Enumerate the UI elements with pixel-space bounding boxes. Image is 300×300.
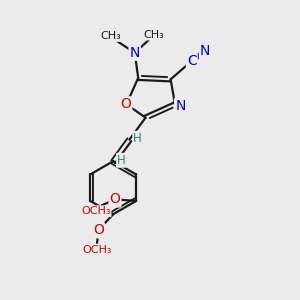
Text: H: H	[117, 154, 126, 167]
Text: H: H	[133, 132, 142, 145]
Text: C: C	[187, 54, 197, 68]
Text: OCH₃: OCH₃	[81, 206, 111, 216]
Text: N: N	[200, 44, 210, 58]
Text: N: N	[175, 99, 185, 113]
Text: CH₃: CH₃	[101, 31, 122, 41]
Text: O: O	[93, 224, 104, 237]
Text: O: O	[120, 98, 131, 111]
Text: OCH₃: OCH₃	[82, 244, 112, 254]
Text: CH₃: CH₃	[143, 30, 164, 40]
Text: N: N	[130, 46, 140, 60]
Text: O: O	[110, 193, 120, 206]
